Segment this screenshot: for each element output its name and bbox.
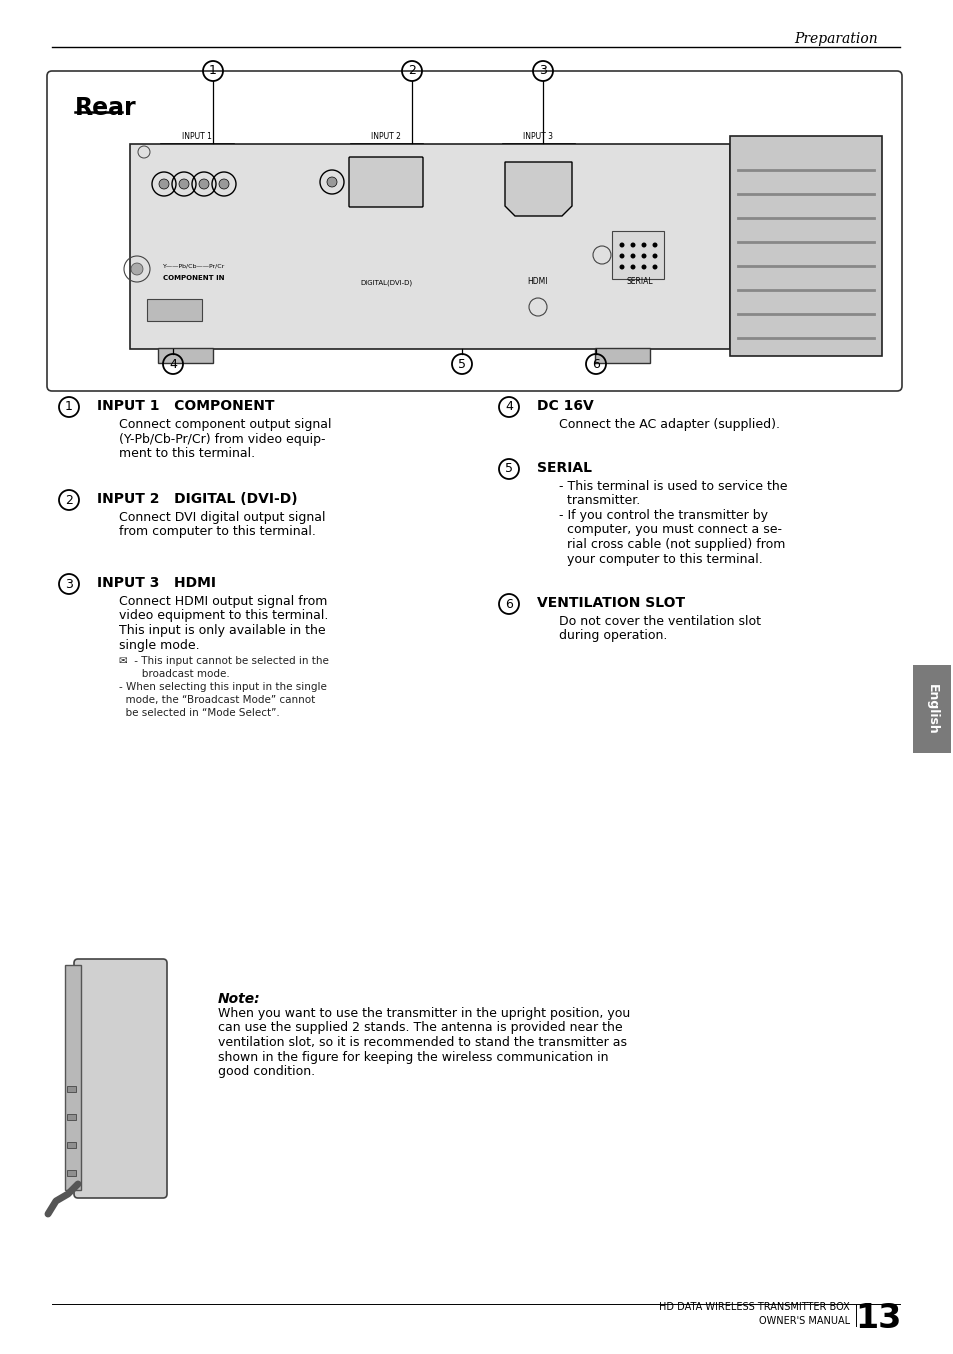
Circle shape: [652, 242, 657, 248]
Text: Do not cover the ventilation slot: Do not cover the ventilation slot: [558, 615, 760, 628]
Circle shape: [640, 253, 646, 259]
Bar: [67, 1170, 76, 1177]
Text: HDMI: HDMI: [527, 278, 548, 286]
Text: (Y-Pb/Cb-Pr/Cr) from video equip-: (Y-Pb/Cb-Pr/Cr) from video equip-: [119, 432, 325, 445]
Text: 3: 3: [538, 65, 546, 77]
Bar: [130, 144, 729, 349]
Text: INPUT 1: INPUT 1: [182, 131, 212, 141]
Text: computer, you must connect a se-: computer, you must connect a se-: [558, 524, 781, 536]
Bar: [158, 348, 213, 363]
Text: INPUT 3   HDMI: INPUT 3 HDMI: [97, 575, 215, 590]
Circle shape: [199, 179, 209, 190]
Bar: [729, 135, 882, 356]
Text: single mode.: single mode.: [119, 639, 199, 651]
Circle shape: [640, 242, 646, 248]
Text: transmitter.: transmitter.: [558, 494, 639, 508]
Text: video equipment to this terminal.: video equipment to this terminal.: [119, 609, 328, 623]
Text: your computer to this terminal.: your computer to this terminal.: [558, 552, 762, 566]
Text: HD DATA WIRELESS TRANSMITTER BOX
OWNER'S MANUAL: HD DATA WIRELESS TRANSMITTER BOX OWNER'S…: [659, 1303, 849, 1326]
Bar: [912, 665, 950, 753]
FancyBboxPatch shape: [74, 959, 167, 1198]
Polygon shape: [504, 162, 572, 217]
Bar: [147, 299, 202, 321]
Text: This input is only available in the: This input is only available in the: [119, 624, 325, 636]
Text: be selected in “Mode Select”.: be selected in “Mode Select”.: [119, 708, 279, 718]
Text: DC 16V: DC 16V: [537, 399, 593, 413]
Circle shape: [159, 179, 169, 190]
Text: Connect the AC adapter (supplied).: Connect the AC adapter (supplied).: [558, 418, 780, 431]
Text: SERIAL: SERIAL: [626, 278, 653, 286]
Circle shape: [179, 179, 189, 190]
Text: - When selecting this input in the single: - When selecting this input in the singl…: [119, 682, 327, 692]
Circle shape: [640, 264, 646, 269]
Text: during operation.: during operation.: [558, 630, 667, 643]
Circle shape: [219, 179, 229, 190]
Text: 13: 13: [854, 1301, 901, 1335]
Text: DIGITAL(DVI-D): DIGITAL(DVI-D): [359, 279, 412, 286]
Text: When you want to use the transmitter in the upright position, you: When you want to use the transmitter in …: [218, 1007, 630, 1020]
Text: English: English: [924, 684, 938, 734]
Text: INPUT 2   DIGITAL (DVI-D): INPUT 2 DIGITAL (DVI-D): [97, 492, 297, 506]
Circle shape: [618, 242, 624, 248]
Text: Connect component output signal: Connect component output signal: [119, 418, 331, 431]
Text: broadcast mode.: broadcast mode.: [119, 669, 230, 678]
Bar: [67, 1114, 76, 1120]
Text: SERIAL: SERIAL: [537, 460, 592, 475]
Circle shape: [327, 177, 336, 187]
Text: INPUT 2: INPUT 2: [371, 131, 400, 141]
Text: 2: 2: [65, 493, 72, 506]
Bar: [612, 232, 663, 279]
Text: 2: 2: [408, 65, 416, 77]
Text: ventilation slot, so it is recommended to stand the transmitter as: ventilation slot, so it is recommended t…: [218, 1036, 626, 1049]
Bar: [595, 348, 649, 363]
Circle shape: [618, 264, 624, 269]
Circle shape: [630, 253, 635, 259]
Circle shape: [618, 253, 624, 259]
Circle shape: [131, 263, 143, 275]
FancyBboxPatch shape: [47, 70, 901, 391]
Text: Connect HDMI output signal from: Connect HDMI output signal from: [119, 594, 327, 608]
Text: DC 16V: DC 16V: [147, 311, 175, 321]
Text: shown in the figure for keeping the wireless communication in: shown in the figure for keeping the wire…: [218, 1051, 608, 1063]
Text: good condition.: good condition.: [218, 1066, 314, 1078]
Text: INPUT 1   COMPONENT: INPUT 1 COMPONENT: [97, 399, 274, 413]
Text: 1: 1: [209, 65, 216, 77]
Text: COMPONENT IN: COMPONENT IN: [163, 275, 225, 282]
Text: ✉  - This input cannot be selected in the: ✉ - This input cannot be selected in the: [119, 655, 329, 666]
Circle shape: [630, 242, 635, 248]
Text: 4: 4: [504, 401, 513, 413]
Text: 4: 4: [169, 357, 176, 371]
Circle shape: [630, 264, 635, 269]
Text: 1: 1: [65, 401, 72, 413]
Text: Note:: Note:: [218, 992, 260, 1006]
Text: 5: 5: [457, 357, 465, 371]
Text: Y——Pb/Cb——Pr/Cr: Y——Pb/Cb——Pr/Cr: [163, 264, 225, 269]
FancyBboxPatch shape: [349, 157, 422, 207]
Text: Rear: Rear: [75, 96, 136, 121]
Bar: [67, 1141, 76, 1148]
Bar: [65, 965, 81, 1190]
Text: VENTILATION SLOT: VENTILATION SLOT: [537, 596, 684, 611]
Text: ment to this terminal.: ment to this terminal.: [119, 447, 254, 460]
Text: - If you control the transmitter by: - If you control the transmitter by: [558, 509, 767, 523]
Text: can use the supplied 2 stands. The antenna is provided near the: can use the supplied 2 stands. The anten…: [218, 1021, 622, 1034]
Text: 6: 6: [504, 597, 513, 611]
Text: 5: 5: [504, 463, 513, 475]
Text: Preparation: Preparation: [794, 32, 877, 46]
Text: rial cross cable (not supplied) from: rial cross cable (not supplied) from: [558, 538, 784, 551]
Circle shape: [652, 264, 657, 269]
Text: mode, the “Broadcast Mode” cannot: mode, the “Broadcast Mode” cannot: [119, 695, 314, 705]
Text: 3: 3: [65, 578, 72, 590]
Text: Connect DVI digital output signal: Connect DVI digital output signal: [119, 510, 325, 524]
Text: - This terminal is used to service the: - This terminal is used to service the: [558, 481, 786, 493]
Circle shape: [652, 253, 657, 259]
Bar: [67, 1086, 76, 1091]
Text: 6: 6: [592, 357, 599, 371]
Text: from computer to this terminal.: from computer to this terminal.: [119, 525, 315, 539]
Text: INPUT 3: INPUT 3: [522, 131, 553, 141]
